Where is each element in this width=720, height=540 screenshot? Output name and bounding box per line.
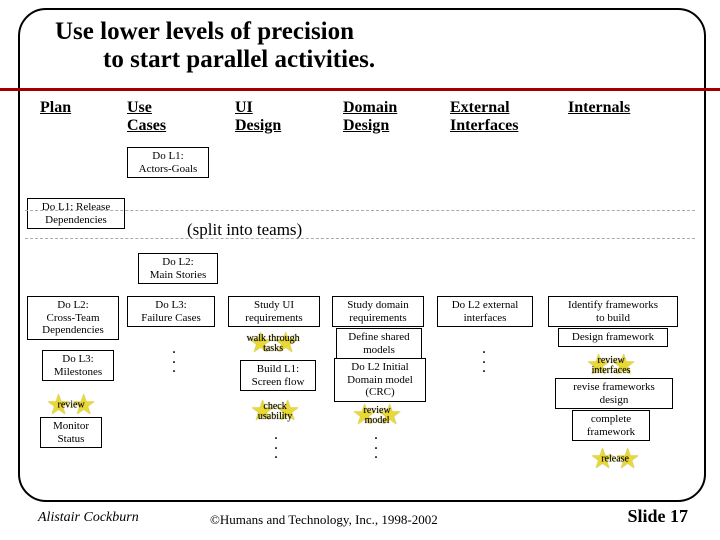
copyright: ©Humans and Technology, Inc., 1998-2002 <box>210 512 438 528</box>
box-failure: Do L3: Failure Cases <box>127 296 215 327</box>
dots-3: ... <box>274 430 278 459</box>
box-study-ui: Study UI requirements <box>228 296 320 327</box>
underline-bar <box>0 88 720 91</box>
box-study-domain: Study domain requirements <box>332 296 424 327</box>
box-crossteam: Do L2: Cross-Team Dependencies <box>27 296 119 340</box>
box-define-shared: Define shared models <box>336 328 422 359</box>
box-monitor: Monitor Status <box>40 417 102 448</box>
dashed-line-1 <box>25 210 695 211</box>
author: Alistair Cockburn <box>38 510 139 526</box>
dots-2: ... <box>482 344 486 373</box>
header-external: External Interfaces <box>450 99 518 134</box>
box-build-l1: Build L1: Screen flow <box>240 360 316 391</box>
dots-4: ... <box>374 430 378 459</box>
star-walk-tasks: ★★walk through tasks <box>248 326 298 360</box>
box-init-domain: Do L2 Initial Domain model (CRC) <box>334 358 426 402</box>
box-actors-goals: Do L1: Actors-Goals <box>127 147 209 178</box>
dashed-line-2 <box>25 238 695 239</box>
box-identify-fw: Identify frameworks to build <box>548 296 678 327</box>
header-plan: Plan <box>40 99 71 117</box>
slide-title: Use lower levels of precision to start p… <box>55 18 375 73</box>
header-usecases: Use Cases <box>127 99 166 134</box>
box-milestones: Do L3: Milestones <box>42 350 114 381</box>
box-complete-fw: complete framework <box>572 410 650 441</box>
header-ui: UI Design <box>235 99 281 134</box>
star-review-if: ★★review interfaces <box>586 348 636 382</box>
box-main-stories: Do L2: Main Stories <box>138 253 218 284</box>
title-line2: to start parallel activities. <box>55 46 375 74</box>
slide-number: Slide 17 <box>627 506 688 527</box>
split-teams-label: (split into teams) <box>187 220 302 240</box>
star-usability: ★★check usability <box>250 394 300 428</box>
box-revise-fw: revise frameworks design <box>555 378 673 409</box>
box-external-if: Do L2 external interfaces <box>437 296 533 327</box>
header-internals: Internals <box>568 99 630 117</box>
box-design-fw: Design framework <box>558 328 668 347</box>
box-release-deps: Do L1: Release Dependencies <box>27 198 125 229</box>
title-line1: Use lower levels of precision <box>55 18 375 46</box>
dots-1: ... <box>172 344 176 373</box>
star-release: ★★release <box>590 442 640 476</box>
header-domain: Domain Design <box>343 99 397 134</box>
